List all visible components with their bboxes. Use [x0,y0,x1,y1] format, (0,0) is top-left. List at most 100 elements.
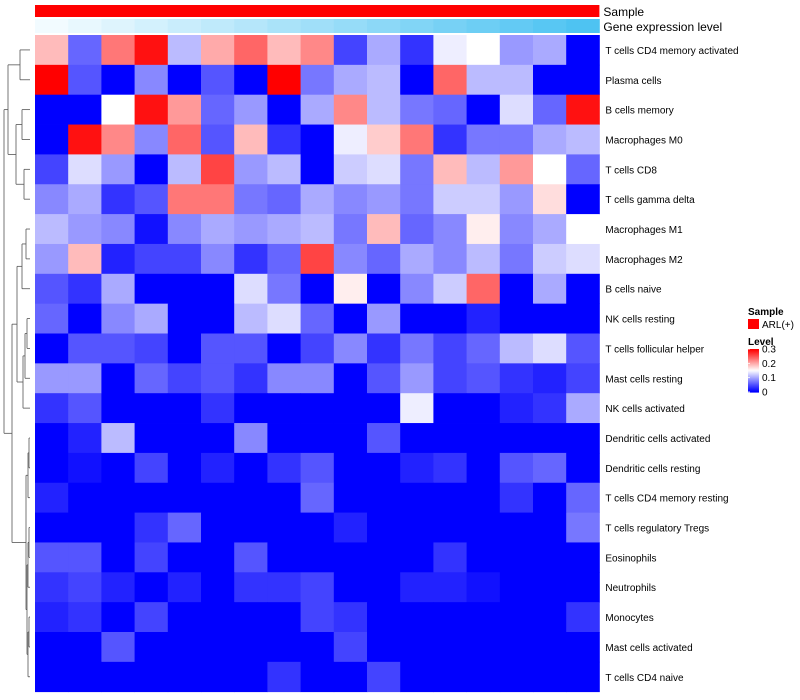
heatmap-cell [400,303,434,334]
heatmap-cell [566,482,600,513]
heatmap-cell [400,423,434,454]
heatmap-cell [400,363,434,394]
row-label: NK cells activated [605,404,684,415]
row-label: NK cells resting [605,315,674,326]
heatmap-cell [333,94,368,125]
heatmap-cell [499,363,534,394]
heatmap-cell [499,243,534,275]
row-dendrogram [3,49,30,678]
heatmap-cell [499,94,534,125]
heatmap-cell [533,273,567,305]
heatmap-cell [300,452,335,484]
heatmap-cell [134,214,169,245]
heatmap-cell [566,94,600,125]
heatmap-cell [433,94,467,125]
heatmap-cell [466,482,501,513]
heatmap-cell [267,512,301,543]
heatmap-cell [533,214,567,245]
heatmap-cell [433,184,467,215]
heatmap-cell [566,124,600,155]
legend-sample-swatch [748,319,759,329]
heatmap-cell [300,273,335,305]
heatmap-cell [167,363,202,394]
legend-sample-entry: ARL(+) [762,320,794,331]
heatmap-cell [68,661,102,693]
heatmap-cell [101,214,135,245]
heatmap-cell [134,64,169,96]
heatmap-cell [234,124,268,155]
heatmap-cell [267,542,301,573]
heatmap-cell [267,273,301,305]
legend-gradient-step [748,360,759,363]
legend-gradient-step [748,361,759,364]
heatmap-cell [300,94,335,125]
gene-expression-cell [68,19,102,33]
heatmap-cell [201,273,235,305]
gene-expression-cell [267,19,301,33]
gene-expression-cell [533,19,567,33]
heatmap-cell [333,154,368,185]
heatmap-cell [533,303,567,334]
heatmap-cell [367,243,401,275]
heatmap-cell [466,512,501,543]
heatmap-cell [466,572,501,603]
heatmap-cell [234,154,268,185]
heatmap-cell [234,423,268,454]
heatmap-cell [35,64,69,96]
heatmap-cell [367,423,401,454]
heatmap-cell [566,243,600,275]
heatmap-cell [499,452,534,484]
heatmap-cell [433,602,467,633]
heatmap-cell [466,124,501,155]
heatmap-cell [35,602,69,633]
heatmap-cell [35,661,69,693]
heatmap-cell [167,303,202,334]
heatmap-cell [367,632,401,663]
heatmap-cell [300,602,335,633]
legend-gradient-step [748,387,759,390]
heatmap-cell [267,393,301,424]
heatmap-cell [466,661,501,693]
row-label: T cells CD8 [605,165,657,176]
heatmap-cell [433,303,467,334]
heatmap-cell [333,363,368,394]
heatmap-cell [466,154,501,185]
heatmap-cell [167,35,202,66]
legend-tick-label: 0 [762,388,768,399]
heatmap-cell [201,214,235,245]
heatmap-cell [267,661,301,693]
heatmap-cell [499,542,534,573]
legend-gradient-step [748,390,759,393]
heatmap-cell [400,154,434,185]
heatmap-cell [400,273,434,305]
legend-gradient-step [748,365,759,367]
heatmap-cell [333,64,368,96]
heatmap-cell [300,512,335,543]
heatmap-cell [466,602,501,633]
heatmap-cell [35,512,69,543]
heatmap-cell [367,35,401,66]
heatmap-cell [101,273,135,305]
gene-expression-cell [433,19,467,33]
heatmap-cell [400,632,434,663]
heatmap-cell [300,35,335,66]
row-label: Macrophages M0 [605,135,683,146]
heatmap-cell [433,393,467,424]
heatmap-cell [267,632,301,663]
heatmap-cell [533,154,567,185]
heatmap-cell [533,452,567,484]
heatmap-cell [333,35,368,66]
heatmap-cell [35,273,69,305]
legend-gradient-step [748,366,759,368]
legend-sample-title: Sample [748,307,784,318]
heatmap-cell [300,572,335,603]
heatmap-cell [201,124,235,155]
legend-gradient-step [748,367,759,369]
heatmap-cell [566,184,600,215]
legend-gradient-step [748,357,759,360]
row-label: Eosinophils [605,553,656,564]
heatmap-cell [234,243,268,275]
heatmap-cell [35,333,69,364]
heatmap-cell [433,452,467,484]
heatmap-cell [533,243,567,275]
